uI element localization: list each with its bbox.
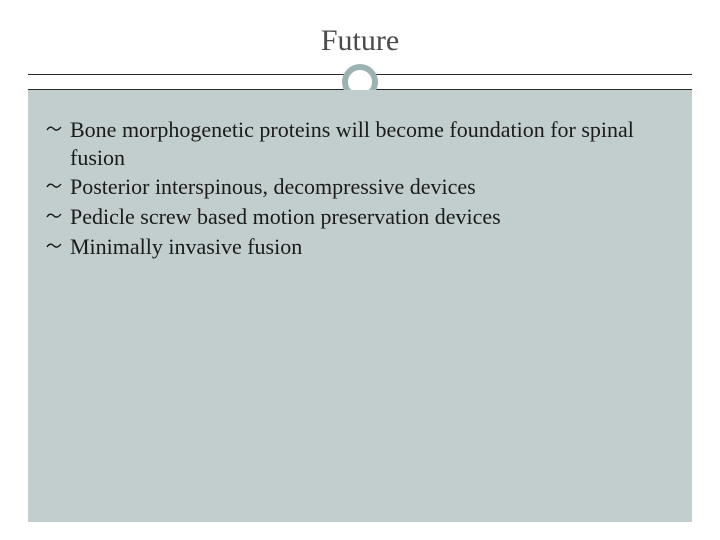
list-item: Minimally invasive fusion (46, 233, 674, 261)
bullet-text: Posterior interspinous, decompressive de… (70, 174, 476, 199)
swirl-bullet-icon (46, 180, 62, 192)
slide: Future Bone morphogenetic proteins will … (0, 0, 720, 540)
list-item: Bone morphogenetic proteins will become … (46, 116, 674, 171)
slide-title: Future (321, 24, 399, 58)
accent-band (0, 74, 720, 90)
swirl-bullet-icon (46, 240, 62, 252)
slide-body: Bone morphogenetic proteins will become … (28, 90, 692, 522)
list-item: Pedicle screw based motion preservation … (46, 203, 674, 231)
swirl-bullet-icon (46, 210, 62, 222)
swirl-bullet-icon (46, 123, 62, 135)
bullet-text: Bone morphogenetic proteins will become … (70, 117, 634, 170)
bullet-text: Pedicle screw based motion preservation … (70, 204, 501, 229)
list-item: Posterior interspinous, decompressive de… (46, 173, 674, 201)
bullet-text: Minimally invasive fusion (70, 234, 302, 259)
bullet-list: Bone morphogenetic proteins will become … (46, 116, 674, 261)
